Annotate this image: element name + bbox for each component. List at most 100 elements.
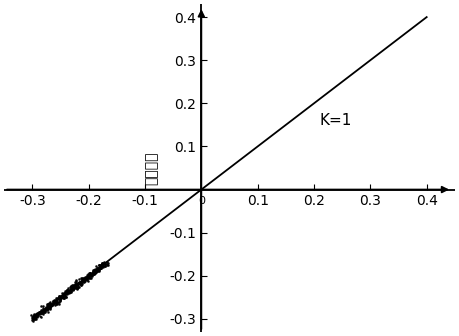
Point — [30, 313, 37, 319]
Point — [77, 280, 84, 285]
Point — [101, 260, 109, 266]
Point — [38, 310, 45, 316]
Point — [33, 317, 40, 322]
Point — [61, 291, 68, 297]
Point — [96, 262, 103, 268]
Point — [73, 277, 80, 283]
Point — [85, 273, 92, 279]
Point — [28, 314, 36, 319]
Point — [49, 301, 56, 306]
Point — [97, 262, 104, 267]
Point — [36, 310, 44, 316]
Point — [103, 262, 110, 268]
Point — [68, 289, 75, 295]
Point — [65, 290, 73, 295]
Point — [36, 313, 44, 319]
Point — [34, 314, 41, 320]
Point — [95, 262, 102, 267]
Point — [96, 265, 104, 271]
Point — [70, 286, 78, 291]
Point — [61, 295, 68, 300]
Point — [36, 309, 43, 314]
Point — [67, 288, 75, 294]
Point — [103, 261, 110, 267]
Point — [54, 299, 61, 304]
Point — [86, 273, 94, 278]
Point — [90, 268, 97, 274]
Point — [51, 299, 59, 305]
Point — [87, 271, 95, 277]
Text: 0: 0 — [198, 196, 205, 206]
Point — [67, 289, 75, 294]
Point — [49, 302, 56, 308]
Point — [84, 276, 92, 281]
Point — [49, 302, 56, 307]
Point — [50, 297, 57, 302]
Point — [60, 294, 67, 299]
Point — [90, 270, 98, 276]
Point — [29, 315, 37, 320]
Point — [40, 309, 48, 315]
Point — [87, 273, 95, 279]
Point — [78, 281, 86, 287]
Point — [85, 272, 93, 278]
Point — [102, 263, 109, 268]
Point — [68, 285, 75, 290]
Point — [98, 263, 106, 269]
Point — [99, 264, 106, 269]
Point — [32, 311, 39, 317]
Point — [62, 294, 70, 299]
Point — [95, 262, 102, 267]
Point — [28, 313, 35, 318]
Point — [75, 280, 82, 286]
Point — [46, 301, 54, 306]
Point — [61, 296, 68, 301]
Point — [78, 280, 85, 285]
Point — [61, 292, 68, 298]
Point — [40, 307, 48, 312]
Point — [57, 295, 64, 301]
Point — [97, 264, 104, 269]
Point — [96, 265, 104, 270]
Point — [65, 288, 72, 293]
Point — [88, 272, 95, 277]
Point — [92, 269, 99, 275]
Point — [48, 301, 56, 306]
Point — [75, 280, 83, 285]
Point — [44, 302, 51, 307]
Point — [76, 281, 84, 286]
Point — [74, 284, 81, 290]
Point — [72, 282, 79, 288]
Point — [75, 281, 82, 286]
Point — [44, 306, 51, 311]
Point — [33, 311, 40, 316]
Point — [90, 271, 97, 277]
Point — [61, 291, 68, 297]
Point — [65, 290, 73, 295]
Point — [58, 292, 66, 298]
Point — [57, 294, 64, 300]
Point — [49, 298, 56, 303]
Point — [92, 269, 100, 274]
Point — [52, 299, 60, 305]
Point — [63, 288, 70, 293]
Point — [75, 285, 83, 290]
Point — [67, 283, 74, 289]
Point — [73, 283, 80, 288]
Point — [86, 271, 94, 277]
Point — [46, 303, 53, 308]
Point — [54, 301, 61, 307]
Point — [77, 282, 84, 287]
Point — [75, 284, 82, 289]
Point — [36, 309, 43, 314]
Point — [93, 265, 101, 270]
Point — [39, 305, 46, 310]
Point — [43, 305, 50, 310]
Point — [85, 270, 92, 276]
Point — [86, 270, 94, 276]
Point — [88, 272, 95, 277]
Point — [85, 275, 93, 280]
Point — [79, 276, 87, 281]
Point — [63, 291, 70, 296]
Point — [78, 280, 85, 286]
